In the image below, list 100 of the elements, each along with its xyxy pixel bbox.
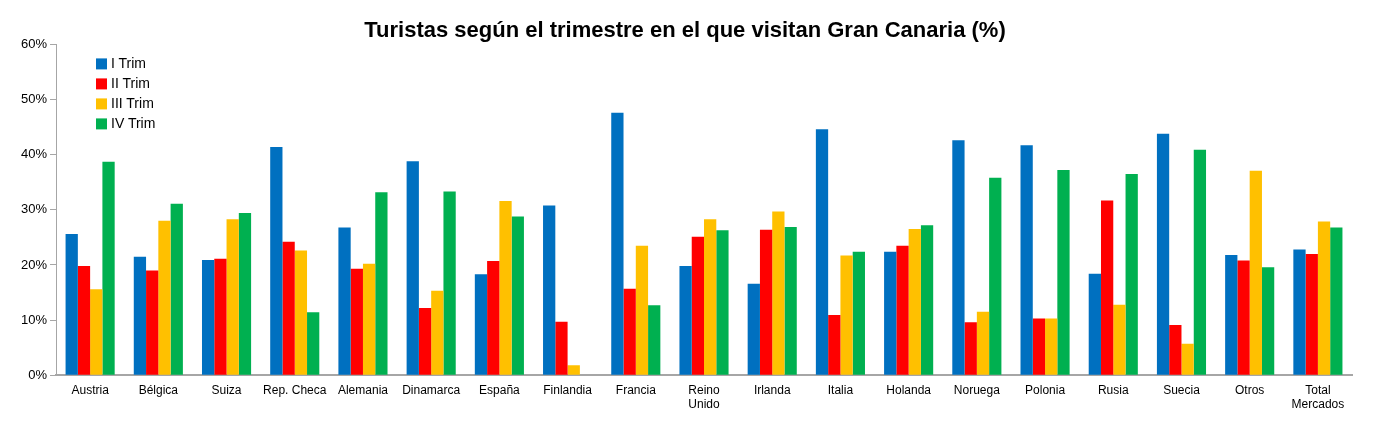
legend-label: I Trim	[111, 55, 147, 72]
bar	[201, 259, 215, 375]
bar	[623, 288, 636, 375]
bar	[1100, 200, 1114, 375]
bar	[1293, 249, 1306, 375]
bar	[1169, 325, 1182, 375]
bar	[1261, 267, 1275, 375]
legend-label: IV Trim	[111, 115, 156, 132]
bar	[1113, 304, 1126, 375]
bar	[784, 226, 797, 375]
bar	[487, 261, 500, 375]
x-tick-label: Dinamarca	[402, 382, 461, 397]
bar	[852, 251, 865, 375]
legend-label: III Trim	[111, 95, 154, 112]
bar	[716, 230, 729, 375]
bar	[77, 266, 91, 375]
bar	[679, 266, 692, 375]
x-tick-label: Noruega	[953, 382, 1001, 397]
bar	[133, 256, 147, 375]
y-tick-label: 50%	[20, 91, 48, 107]
bar	[691, 236, 705, 375]
bar	[828, 315, 841, 375]
bar	[1249, 170, 1262, 375]
bar	[443, 191, 456, 375]
bar	[555, 321, 568, 375]
bar	[896, 245, 909, 375]
bar	[567, 365, 580, 375]
bar	[704, 219, 717, 375]
bar	[158, 220, 171, 375]
bar	[611, 112, 624, 375]
bar	[375, 192, 388, 375]
bar	[1225, 255, 1238, 375]
bar	[1032, 318, 1046, 375]
x-tick-label: Bélgica	[138, 382, 179, 397]
bar	[1045, 318, 1058, 375]
bar	[511, 216, 524, 375]
chart-title: Turistas según el trimestre en el que visitan Gran Canaria (%)	[364, 17, 1006, 43]
bar	[102, 161, 115, 375]
bar	[294, 250, 308, 375]
bar	[65, 234, 78, 375]
x-tick-label: Finlandia	[543, 382, 593, 397]
bar	[952, 140, 965, 375]
y-tick-label: 10%	[20, 311, 48, 327]
bar	[1330, 227, 1343, 375]
bar	[1181, 343, 1194, 375]
bar	[543, 205, 556, 375]
x-tick-label: Francia	[615, 382, 657, 397]
bar	[747, 283, 760, 375]
bar	[170, 203, 183, 375]
x-tick-label: Rep. Checa	[263, 382, 327, 397]
legend-label: II Trim	[111, 75, 150, 92]
bar	[1305, 253, 1318, 375]
y-tick-label: 20%	[20, 256, 48, 272]
x-tick-label: Suiza	[211, 382, 242, 397]
bar	[908, 229, 921, 375]
bar	[1156, 133, 1170, 375]
bar	[635, 245, 649, 375]
bar	[772, 211, 785, 375]
y-tick-label: 30%	[20, 201, 48, 217]
bar	[964, 322, 977, 375]
bar	[146, 270, 159, 375]
bar	[1057, 170, 1070, 375]
x-tick-label: Reino Unido	[688, 382, 721, 412]
y-tick-label: 60%	[20, 35, 48, 51]
bar	[270, 146, 283, 375]
y-tick-label: 0%	[28, 366, 48, 382]
bar	[282, 241, 295, 375]
x-tick-label: Alemania	[337, 382, 389, 397]
bar	[815, 129, 829, 375]
bar	[1020, 145, 1033, 375]
bar	[350, 268, 363, 375]
x-tick-label: Otros	[1235, 382, 1265, 397]
bar	[1237, 260, 1250, 375]
bar	[976, 311, 990, 375]
x-tick-label: Holanda	[886, 382, 932, 397]
bar	[920, 225, 934, 375]
bar	[884, 251, 897, 375]
bar	[418, 307, 432, 375]
x-tick-label: Austria	[71, 382, 110, 397]
bar	[1317, 221, 1331, 375]
x-tick-label: Rusia	[1097, 382, 1129, 397]
bar	[214, 258, 227, 375]
x-tick-label: Polonia	[1025, 382, 1066, 397]
x-tick-label: Irlanda	[753, 382, 791, 397]
bar	[90, 289, 103, 375]
bar	[431, 290, 444, 375]
bar	[406, 161, 419, 375]
bar	[1125, 173, 1138, 375]
bar	[307, 312, 320, 375]
bar	[989, 177, 1002, 375]
bar	[474, 274, 488, 375]
bar	[1193, 149, 1207, 375]
x-tick-label: Suecia	[1163, 382, 1201, 397]
bar	[226, 219, 239, 375]
y-tick-label: 40%	[20, 146, 48, 162]
bar	[840, 255, 853, 375]
x-tick-label: Italia	[827, 382, 854, 397]
bar	[338, 227, 351, 375]
bar	[648, 305, 661, 375]
bar	[499, 200, 512, 375]
